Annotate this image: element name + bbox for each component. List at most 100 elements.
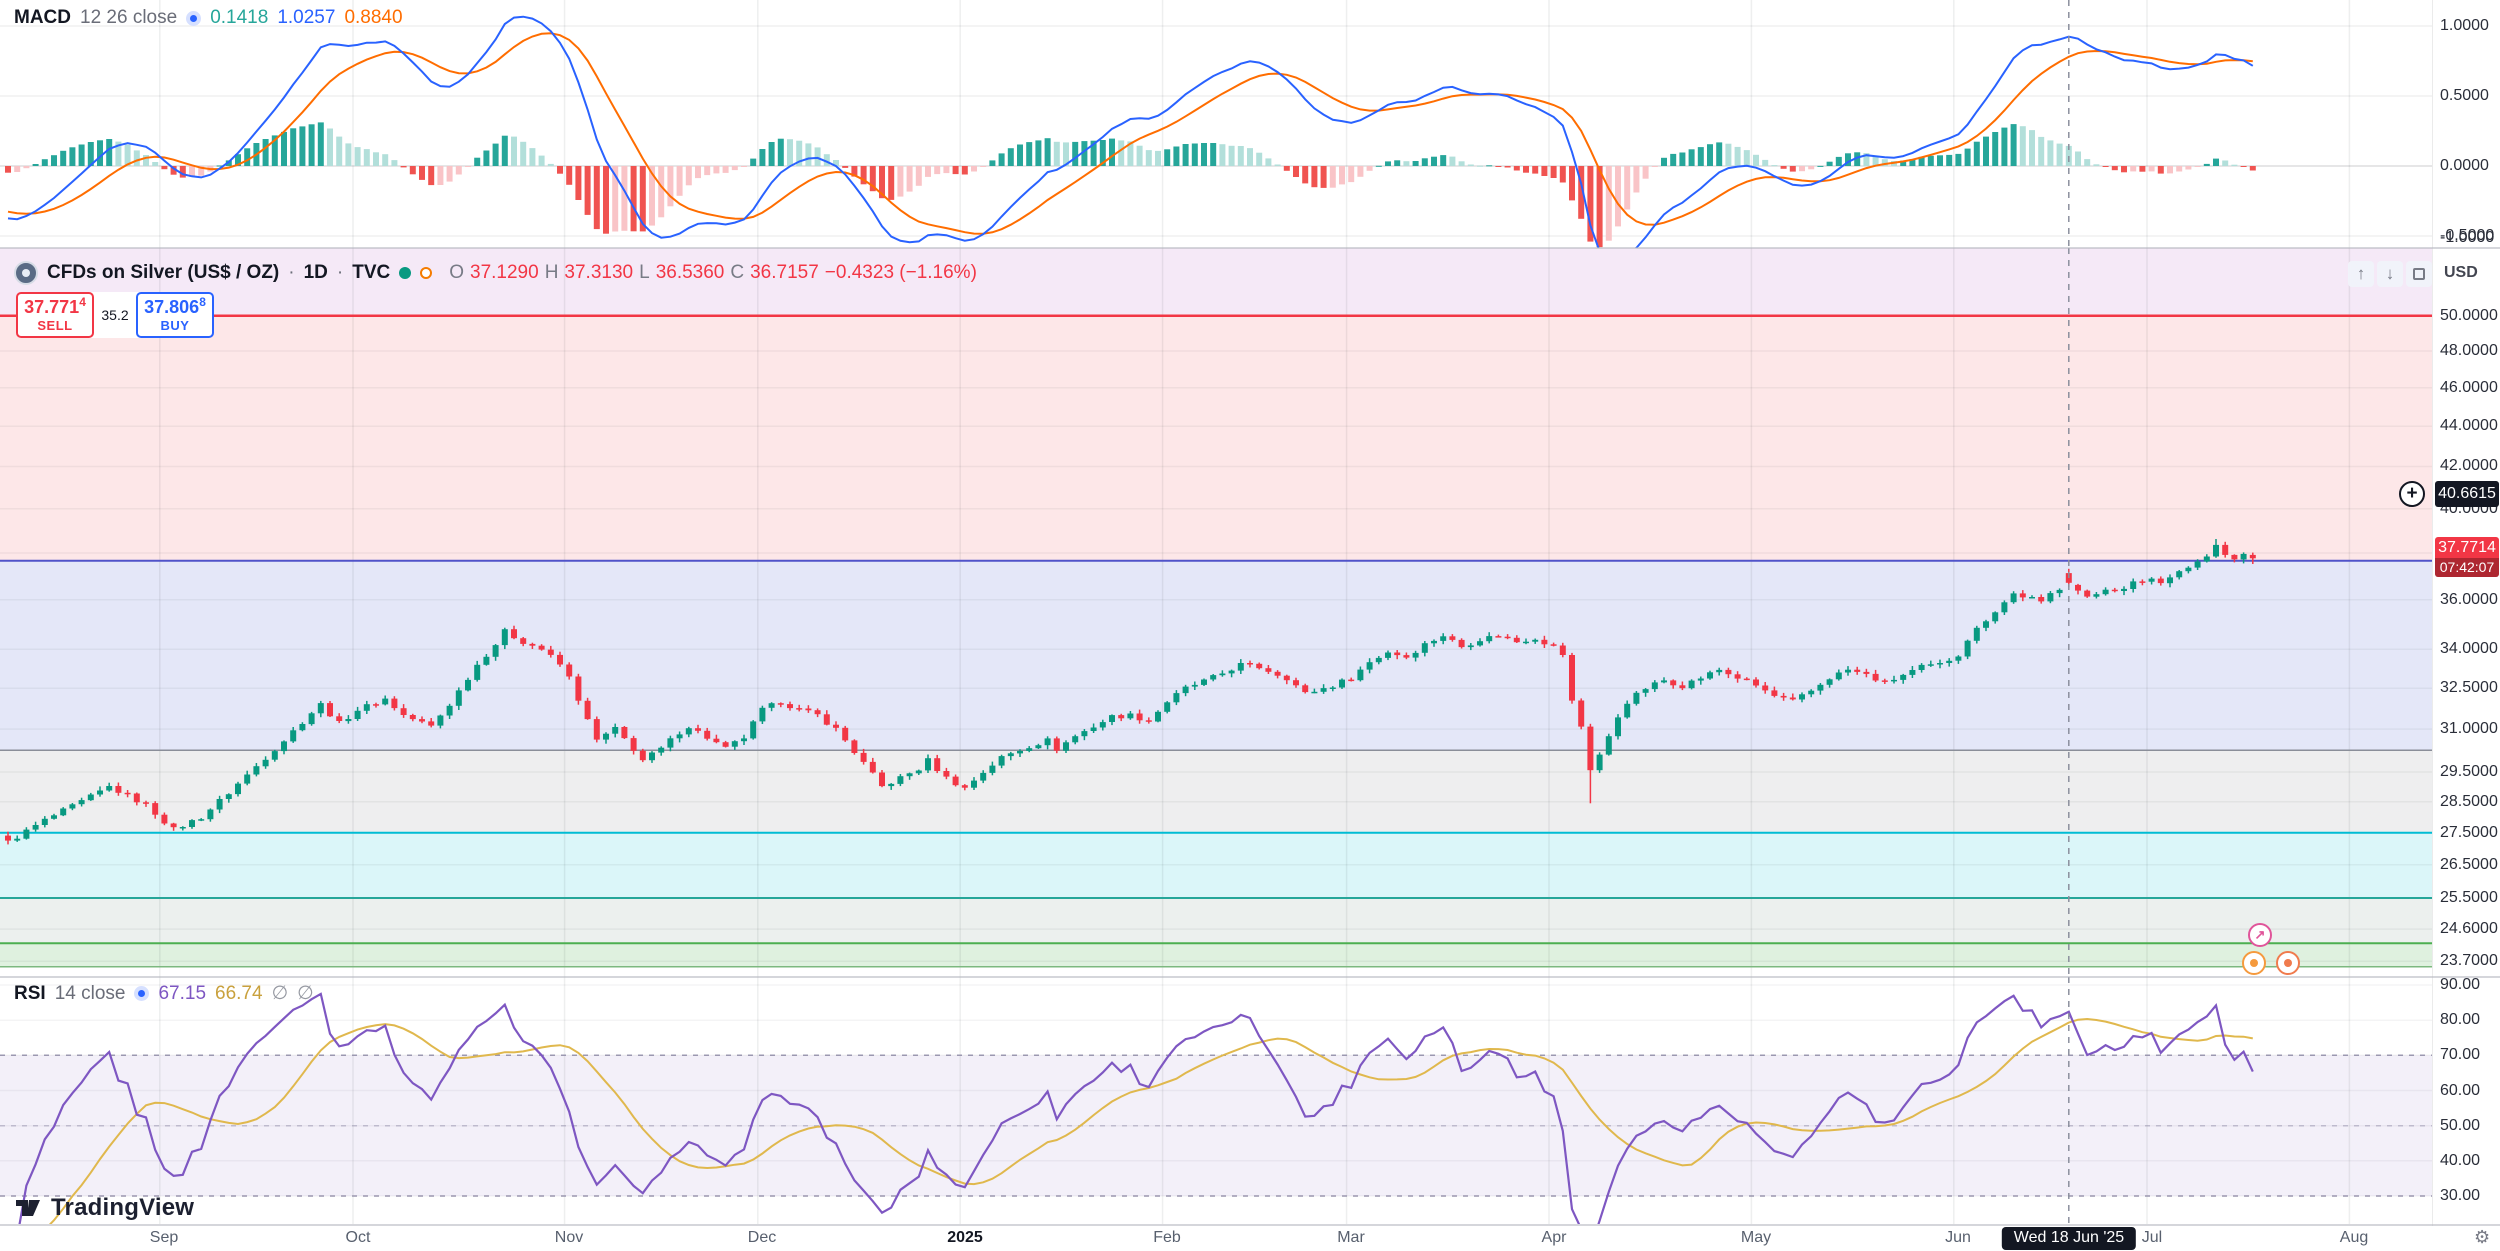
tradingview-watermark[interactable]: TradingView [14, 1194, 194, 1222]
time-axis-label: Jun [1945, 1229, 1971, 1246]
time-axis-separator [0, 1224, 2500, 1226]
high-value: 37.3130 [564, 262, 634, 283]
indicator-icon[interactable] [134, 986, 150, 1001]
time-axis-label: Nov [554, 1229, 584, 1246]
axis-label: 50.0000 [2440, 306, 2498, 324]
crosshair-price-value: 40.6615 [2438, 485, 2496, 503]
dot-icon [2284, 959, 2292, 967]
axis-label: 24.6000 [2440, 920, 2498, 938]
axis-label: 90.00 [2440, 976, 2481, 993]
symbol-logo-icon[interactable] [14, 261, 38, 285]
price-pane-canvas[interactable] [0, 248, 2432, 977]
axis-label: 30.00 [2440, 1187, 2481, 1205]
axis-label: 44.0000 [2440, 417, 2498, 435]
macd-signal-value: 0.8840 [344, 7, 403, 28]
rsi-params[interactable]: 14 close [54, 982, 126, 1004]
axis-label: 26.5000 [2440, 855, 2498, 873]
macd-params[interactable]: 12 26 close [80, 7, 178, 28]
macd-hist-value: 0.1418 [210, 7, 269, 28]
indicator-icon[interactable] [186, 10, 202, 26]
data-status-icon[interactable] [420, 267, 433, 279]
arrow-up-right-icon: ↗ [2254, 927, 2266, 942]
axis-label: 1.0000 [2440, 17, 2489, 34]
axis-label: 0.5000 [2440, 87, 2489, 104]
rsi-pane-canvas[interactable] [0, 977, 2432, 1224]
axis-label: 60.00 [2440, 1081, 2481, 1099]
axis-label: 32.5000 [2440, 679, 2498, 697]
axis-label: 42.0000 [2440, 457, 2498, 475]
change-value: −0.4323 (−1.16%) [824, 262, 977, 283]
axis-label: 25.5000 [2440, 889, 2498, 906]
timeframe-label[interactable]: 1D [303, 262, 328, 283]
axis-label: 23.7000 [2440, 952, 2498, 970]
macd-pane-canvas[interactable] [0, 0, 2432, 248]
time-axis[interactable]: Aug Jul Jun May Apr Mar Feb 2025 Dec Nov Oct Sep We… [0, 1226, 2500, 1251]
axis-label: 46.0000 [2440, 378, 2498, 396]
sticker-icon[interactable] [2276, 951, 2300, 975]
axis-label: 40.00 [2440, 1151, 2481, 1169]
sell-price: 37.771 [24, 297, 80, 317]
axis-label: 34.0000 [2440, 640, 2498, 658]
macd-legend: MACD 12 26 close 0.1418 1.0257 0.8840 [14, 7, 403, 29]
time-axis-label: Oct [345, 1229, 371, 1246]
symbol-name[interactable]: CFDs on Silver (US$ / OZ) [47, 262, 280, 283]
pane-actions: ↑ ↓ [2348, 261, 2432, 287]
rsi-divergence-empty: ∅ [271, 983, 289, 1004]
macd-title[interactable]: MACD [14, 7, 71, 28]
last-price-badge: 37.7714 07:42:07 [2435, 537, 2499, 578]
watermark-text: TradingView [51, 1194, 195, 1221]
macd-line-value: 1.0257 [277, 7, 336, 28]
rsi-title[interactable]: RSI [14, 982, 46, 1004]
time-axis-label: 2025 [947, 1229, 983, 1246]
dot-icon [2250, 959, 2258, 967]
settings-gear-icon[interactable]: ⚙ [2474, 1227, 2491, 1247]
crosshair-date-badge: Wed 18 Jun '25 [2001, 1227, 2137, 1250]
time-axis-label: Dec [747, 1229, 777, 1246]
low-label: L [639, 262, 650, 283]
add-alert-button[interactable]: + [2399, 481, 2425, 508]
separator-dot: · [288, 262, 295, 283]
buy-button[interactable]: 37.8068 BUY [136, 292, 214, 338]
ohlc-values: O 37.1290 H 37.3130 L 36.5360 C 36.7157 −0.4… [449, 262, 977, 284]
pane-move-down-button[interactable]: ↓ [2377, 261, 2403, 287]
close-label: C [730, 262, 745, 283]
pane-move-up-button[interactable]: ↑ [2348, 261, 2374, 287]
spread-value: 35.2 [94, 292, 136, 338]
rsi-value: 67.15 [158, 982, 207, 1004]
symbol-legend: CFDs on Silver (US$ / OZ) · 1D · TVC O 37… [14, 261, 977, 285]
axis-label: -0.5000 [2440, 227, 2495, 244]
low-value: 36.5360 [655, 262, 725, 283]
trade-widget: 37.7714 SELL 35.2 37.8068 BUY [16, 292, 214, 338]
axis-label: 29.5000 [2440, 762, 2498, 780]
pane-maximize-button[interactable] [2406, 261, 2432, 287]
axis-label: 31.0000 [2440, 720, 2498, 738]
tradingview-logo-icon [16, 1200, 40, 1216]
currency-label[interactable]: USD [2444, 264, 2478, 281]
price-axis[interactable]: 30.00 40.00 50.00 60.00 70.00 80.00 90.00 23.70… [2432, 0, 2500, 1251]
axis-label: 28.5000 [2440, 792, 2498, 810]
sticker-icon[interactable] [2242, 951, 2266, 975]
time-axis-label: Aug [2339, 1229, 2369, 1246]
bar-countdown: 07:42:07 [2435, 558, 2499, 578]
sticker-trend-icon[interactable]: ↗ [2248, 923, 2272, 947]
sell-label: SELL [37, 317, 73, 333]
pane-separator[interactable] [0, 247, 2500, 249]
market-open-icon[interactable] [399, 267, 412, 279]
rsi-legend: RSI 14 close 67.15 66.74 ∅ ∅ [14, 982, 314, 1005]
buy-price: 37.806 [144, 297, 200, 317]
arrow-up-icon: ↑ [2356, 264, 2366, 283]
time-axis-label: Jul [2141, 1229, 2163, 1246]
axis-label: 36.0000 [2440, 590, 2498, 608]
crosshair-date-value: Wed 18 Jun '25 [2013, 1229, 2125, 1246]
axis-label: 27.5000 [2440, 823, 2498, 841]
axis-label: 0.0000 [2440, 157, 2489, 174]
plus-icon: + [2406, 483, 2418, 505]
axis-label: 70.00 [2440, 1046, 2481, 1064]
exchange-label[interactable]: TVC [352, 262, 391, 283]
buy-label: BUY [160, 317, 190, 333]
time-axis-label: Feb [1153, 1229, 1181, 1246]
pane-separator[interactable] [0, 976, 2500, 978]
open-value: 37.1290 [470, 262, 539, 283]
sell-button[interactable]: 37.7714 SELL [16, 292, 94, 338]
